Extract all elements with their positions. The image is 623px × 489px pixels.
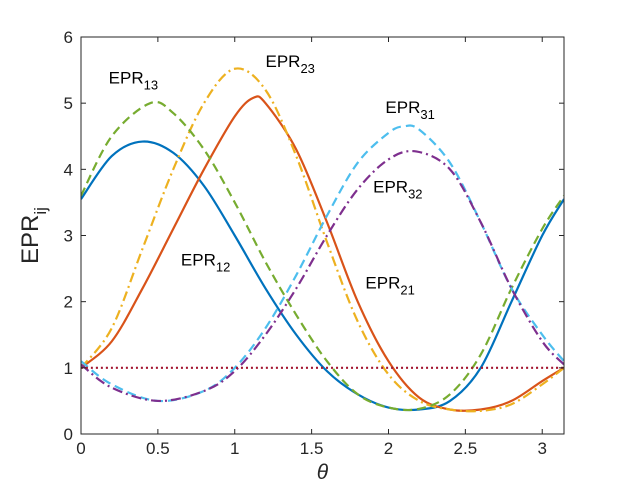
annotation-subscript: 32	[408, 186, 422, 201]
x-tick-label: 0	[76, 439, 85, 458]
x-tick-label: 2.5	[454, 439, 478, 458]
x-tick-label: 1.5	[300, 439, 324, 458]
series-line-epr21	[81, 95, 564, 412]
annotation-epr31: EPR31	[385, 98, 434, 122]
x-tick-label: 0.5	[146, 439, 170, 458]
x-axis-label: θ	[317, 461, 329, 484]
y-axis-label-main: EPR	[17, 215, 44, 264]
plot-area	[81, 37, 564, 434]
annotation-subscript: 31	[420, 107, 434, 122]
x-tick-label: 2	[384, 439, 393, 458]
series-line-epr32	[81, 149, 564, 403]
y-axis-label-sub: ij	[31, 207, 50, 215]
annotation-text: EPR	[265, 52, 300, 71]
annotation-text: EPR	[109, 68, 144, 87]
y-axis-label: EPRij	[17, 207, 50, 264]
annotation-text: EPR	[373, 177, 408, 196]
series-line-epr13	[81, 100, 564, 412]
annotation-epr21: EPR21	[365, 273, 414, 297]
x-tick-label: 1	[230, 439, 239, 458]
series-line-epr31	[81, 124, 564, 403]
y-tick-label: 5	[64, 94, 73, 113]
y-tick-label: 3	[64, 227, 73, 246]
series-layer	[81, 67, 564, 413]
annotation-epr12: EPR12	[181, 250, 230, 274]
annotation-subscript: 21	[400, 282, 414, 297]
annotation-subscript: 13	[144, 77, 158, 92]
y-tick-label: 4	[64, 160, 73, 179]
annotation-epr32: EPR32	[373, 177, 422, 201]
y-tick-label: 2	[64, 293, 73, 312]
annotation-epr13: EPR13	[109, 68, 158, 92]
y-tick-label: 6	[64, 28, 73, 47]
annotation-text: EPR	[365, 273, 400, 292]
y-tick-label: 0	[64, 425, 73, 444]
annotation-text: EPR	[181, 250, 216, 269]
annotation-epr23: EPR23	[265, 52, 314, 76]
x-tick-label: 3	[537, 439, 546, 458]
annotation-text: EPR	[385, 98, 420, 117]
y-tick-label: 1	[64, 359, 73, 378]
series-line-epr12	[81, 140, 564, 412]
plot-background	[81, 37, 564, 434]
annotation-subscript: 12	[216, 259, 230, 274]
annotation-subscript: 23	[300, 61, 314, 76]
